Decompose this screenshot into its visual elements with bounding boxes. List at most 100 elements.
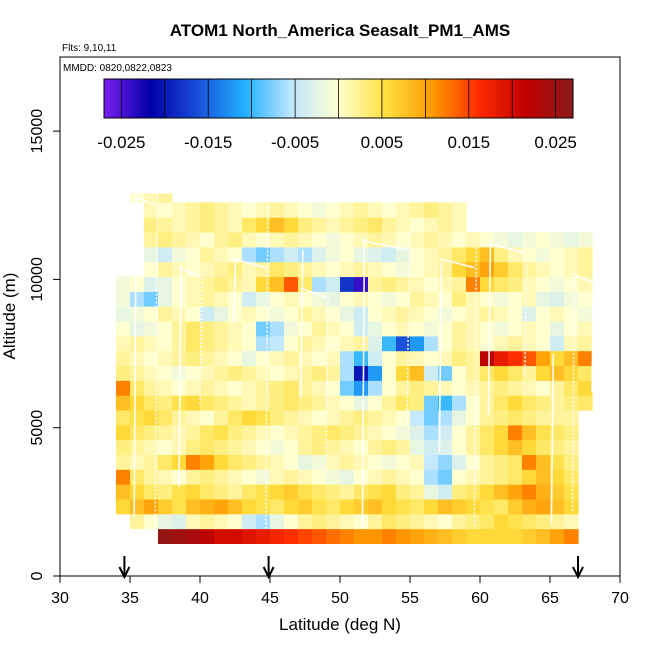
heatmap-cell (200, 409, 215, 426)
heatmap-cell (354, 350, 369, 367)
heatmap-cell (326, 335, 341, 352)
heatmap-cell (144, 202, 159, 218)
heatmap-cell (466, 498, 481, 515)
heatmap-cell (354, 261, 369, 278)
heatmap-cell (368, 395, 383, 411)
heatmap-cell (144, 424, 159, 441)
arrow-head (118, 566, 131, 580)
heatmap-cell (326, 409, 341, 426)
heatmap-cell (200, 484, 215, 500)
heatmap-cell (144, 380, 159, 396)
heatmap-cell (186, 513, 201, 530)
heatmap-cell (494, 261, 509, 278)
heatmap-cell (536, 409, 551, 426)
heatmap-cell (382, 484, 397, 500)
heatmap-cell (326, 469, 341, 485)
heatmap-cell (452, 246, 467, 263)
heatmap-cell (354, 513, 369, 530)
heatmap-cell (214, 409, 229, 426)
heatmap-cell (382, 409, 397, 426)
heatmap-cell (298, 231, 313, 248)
heatmap-cell (536, 276, 551, 292)
heatmap-cell (382, 498, 397, 515)
heatmap-cell (410, 320, 425, 337)
heatmap-cell (354, 424, 369, 441)
heatmap-cell (242, 276, 257, 292)
heatmap-cell (410, 380, 425, 396)
heatmap-cell (242, 513, 257, 530)
heatmap-cell (312, 365, 327, 381)
heatmap-cell (312, 469, 327, 485)
heatmap-cell (410, 528, 425, 544)
heatmap-cell (480, 424, 495, 441)
heatmap-cell (186, 380, 201, 396)
heatmap-cell (200, 202, 215, 218)
heatmap-cell (340, 380, 355, 396)
heatmap-cell (256, 469, 271, 485)
heatmap-cell (326, 513, 341, 530)
heatmap-cell (228, 335, 243, 352)
heatmap-cell (214, 528, 229, 544)
heatmap-cell (270, 291, 285, 307)
heatmap-cell (550, 409, 565, 426)
heatmap-cell (298, 513, 313, 530)
heatmap-cell (466, 513, 481, 530)
heatmap-cell (396, 498, 411, 515)
heatmap-cell (536, 350, 551, 367)
heatmap-cell (130, 424, 145, 441)
heatmap-cell (312, 484, 327, 500)
heatmap-cell (522, 469, 537, 485)
heatmap-cell (326, 395, 341, 411)
heatmap-cell (186, 276, 201, 292)
heatmap-cell (396, 454, 411, 470)
y-axis-label: Altitude (m) (0, 273, 19, 360)
heatmap-cell (424, 291, 439, 307)
heatmap-cell (298, 498, 313, 515)
heatmap-cell (116, 335, 131, 352)
heatmap-cell (536, 246, 551, 263)
heatmap-cell (298, 424, 313, 441)
heatmap-cell (424, 231, 439, 248)
heatmap-cell (326, 454, 341, 470)
heatmap-cell (550, 365, 565, 381)
heatmap-cell (298, 291, 313, 307)
heatmap-cell (200, 291, 215, 307)
heatmap-cell (312, 320, 327, 337)
heatmap-cell (396, 202, 411, 218)
heatmap-cell (396, 528, 411, 544)
heatmap-cell (144, 217, 159, 233)
heatmap-cell (200, 335, 215, 352)
heatmap-cell (158, 365, 173, 381)
flight-track (232, 258, 237, 324)
heatmap-cell (410, 409, 425, 426)
heatmap-cell (200, 320, 215, 337)
heatmap-cell (410, 395, 425, 411)
heatmap-cell (256, 365, 271, 381)
flight-track (233, 257, 267, 269)
heatmap-cell (368, 350, 383, 367)
heatmap-cell (186, 202, 201, 218)
heatmap-cell (522, 350, 537, 367)
heatmap-cell (354, 276, 369, 292)
heatmap-cell (214, 498, 229, 515)
flight-track (178, 264, 182, 488)
flight-track (265, 205, 269, 529)
heatmap-cell (186, 246, 201, 263)
heatmap-cell (228, 306, 243, 322)
heatmap-cell (466, 320, 481, 337)
heatmap-cell (144, 261, 159, 278)
heatmap-cell (130, 469, 145, 485)
heatmap-cell (326, 320, 341, 337)
heatmap-cell (158, 439, 173, 456)
heatmap-cell (158, 202, 173, 218)
heatmap-cell (270, 246, 285, 263)
heatmap-cell (536, 365, 551, 381)
heatmap-cell (368, 320, 383, 337)
heatmap-cell (228, 320, 243, 337)
heatmap-cell (494, 513, 509, 530)
heatmap-cell (438, 350, 453, 367)
heatmap-cell (452, 365, 467, 381)
heatmap-cell (186, 409, 201, 426)
heatmap-cell (564, 291, 579, 307)
heatmap-cell (242, 306, 257, 322)
